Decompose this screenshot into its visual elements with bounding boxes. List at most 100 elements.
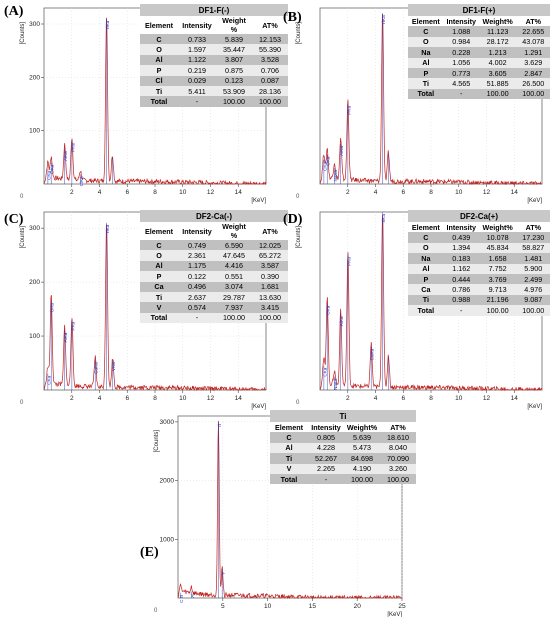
table-title: DF2-Ca(+) (408, 210, 550, 222)
element-cell: V (140, 302, 178, 313)
spectrum-series (319, 215, 543, 392)
table-column-header: Weight% (216, 222, 252, 240)
value-cell: 7.752 (478, 263, 517, 274)
composition-table: DF2-Ca(+) Element Intensity Weight% AT% C 0.43… (408, 210, 550, 316)
value-cell: 0.029 (178, 75, 216, 86)
table-row: Al 1.056 4.002 3.629 (408, 57, 550, 68)
x-tick-label: 10 (455, 395, 463, 402)
element-cell: C (408, 26, 444, 37)
peak-label: OKa (50, 303, 55, 313)
element-cell: P (140, 271, 178, 282)
value-cell: 100.00 (216, 312, 252, 324)
value-cell: 0.786 (443, 284, 479, 295)
value-cell: 3.807 (216, 54, 252, 66)
peak-label: Ti (217, 424, 222, 428)
peak-label: TiKa (381, 15, 386, 25)
table-row: Ca 0.496 3.074 1.681 (140, 281, 288, 292)
element-cell: Al (408, 57, 444, 68)
element-cell: Ti (140, 291, 178, 303)
value-cell: 58.827 (516, 242, 550, 254)
peak-label: OKa (50, 164, 55, 174)
value-cell: 100.00 (516, 88, 550, 100)
x-tick-label: 2 (346, 395, 350, 402)
value-cell: 1.681 (252, 281, 288, 292)
peak-label: ClKa (79, 176, 84, 186)
element-cell: C (140, 240, 178, 251)
value-cell: 0.551 (216, 271, 252, 282)
value-cell: 0.875 (216, 65, 252, 76)
x-tick-label: 12 (483, 395, 491, 402)
peak-label: VKa (111, 362, 116, 371)
x-tick-label: 10 (179, 189, 187, 196)
element-cell: Na (408, 253, 444, 264)
value-cell: 100.00 (216, 96, 252, 107)
element-cell: C (408, 232, 444, 243)
value-cell: 10.078 (478, 232, 517, 243)
value-cell: 11.123 (478, 26, 517, 37)
x-tick-label: 12 (207, 189, 215, 196)
table-row: O 0.984 28.172 43.078 (408, 36, 550, 48)
value-cell: 1.213 (478, 47, 517, 58)
value-cell: 1.481 (516, 253, 550, 264)
value-cell: 45.834 (478, 242, 517, 254)
x-axis-label: [KeV] (387, 612, 402, 617)
table-title: DF1-F(+) (408, 4, 550, 16)
panel-label: (C) (4, 212, 24, 227)
value-cell: 0.123 (216, 75, 252, 86)
table-row: V 0.574 7.937 3.415 (140, 302, 288, 313)
element-cell: O (140, 44, 178, 55)
x-axis-label: [KeV] (527, 198, 542, 204)
spectrum-series (43, 17, 267, 186)
panel-label: (D) (283, 212, 303, 227)
value-cell: 18.610 (380, 432, 416, 443)
table-row: O 1.394 45.834 58.827 (408, 242, 550, 254)
element-cell: Ti (270, 453, 308, 464)
table-row: C 0.733 5.839 12.153 (140, 34, 288, 45)
composition-table: Ti Element Intensity Weight% AT% C 0.805 5.639 1… (270, 410, 416, 485)
x-tick-label: 6 (401, 395, 405, 402)
y-axis-label: [Counts] (20, 226, 26, 249)
peak-label: AlKa (63, 332, 68, 342)
value-cell: 100.00 (478, 305, 517, 316)
value-cell: 0.228 (443, 47, 479, 58)
x-tick-label: 2 (346, 189, 350, 196)
peak-label: PKa (346, 257, 351, 266)
value-cell: 100.00 (516, 305, 550, 316)
composition-table: DF1-F(+) Element Intensity Weight% AT% C 1.088… (408, 4, 550, 100)
value-cell: 1.658 (478, 253, 517, 264)
value-cell: 0.183 (443, 253, 479, 264)
value-cell: 28.172 (478, 36, 517, 48)
table-column-header: Weight% (216, 16, 252, 34)
peak-label: Al (190, 594, 195, 598)
value-cell: 43.078 (516, 36, 550, 48)
value-cell: 100.00 (380, 473, 416, 485)
table-row: Total -100.00 100.00 (140, 96, 288, 107)
value-cell: 1.122 (178, 54, 216, 66)
spectrum-series (319, 13, 542, 186)
x-tick-label: 4 (374, 395, 378, 402)
value-cell: 4.002 (478, 57, 517, 68)
x-tick-label: 6 (125, 395, 129, 402)
element-cell: Total (270, 473, 308, 485)
element-cell: Ti (140, 85, 178, 97)
x-tick-label: 15 (309, 603, 317, 610)
peak-label: CKa (46, 171, 51, 180)
table-row: C 0.439 10.078 17.230 (408, 232, 550, 243)
table-column-header: Intensity (308, 422, 344, 433)
peak-label: CKa (322, 162, 327, 171)
x-tick-label: 20 (354, 603, 362, 610)
peak-label: TiKa (381, 214, 386, 224)
value-cell: - (443, 88, 479, 100)
value-cell: - (443, 305, 479, 316)
x-tick-label: 10 (455, 189, 463, 196)
x-tick-label: 4 (374, 189, 378, 196)
x-tick-label: 4 (98, 395, 102, 402)
table-row: P 0.219 0.875 0.706 (140, 65, 288, 76)
x-tick-label: 8 (153, 189, 157, 196)
value-cell: 5.839 (216, 34, 252, 45)
table-row: Total -100.00 100.00 (140, 312, 288, 324)
table-row: Al 1.162 7.752 5.900 (408, 263, 550, 274)
value-cell: 1.394 (443, 242, 479, 254)
value-cell: 2.637 (178, 291, 216, 303)
x-tick-label: 14 (235, 189, 243, 196)
